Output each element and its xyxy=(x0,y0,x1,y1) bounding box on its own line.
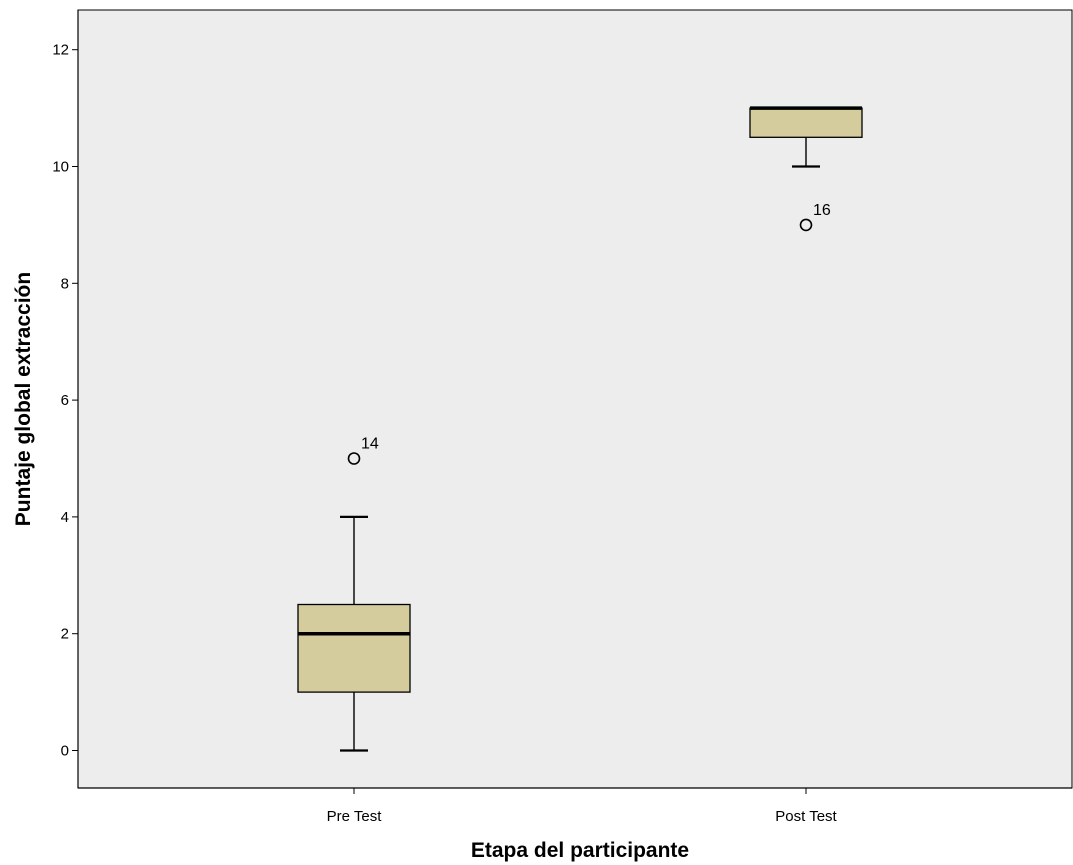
outlier-point xyxy=(799,218,813,232)
y-tick-label: 12 xyxy=(52,42,69,59)
x-tick-label: Pre Test xyxy=(327,808,383,825)
y-axis-title: Puntaje global extracción xyxy=(12,272,35,526)
outlier-label: 14 xyxy=(361,436,379,453)
y-tick-label: 10 xyxy=(52,159,69,176)
plot-background xyxy=(77,9,1073,789)
y-tick-label: 8 xyxy=(61,275,69,292)
outlier-point xyxy=(347,452,361,465)
y-tick-label: 2 xyxy=(61,626,69,643)
x-axis-title: Etapa del participante xyxy=(471,839,689,862)
box-post-test xyxy=(749,107,863,138)
outlier-label: 16 xyxy=(813,202,831,219)
x-tick-label: Post Test xyxy=(775,808,837,825)
box-pre-test xyxy=(297,603,411,693)
y-tick-label: 6 xyxy=(61,392,69,409)
y-tick-label: 4 xyxy=(61,509,69,526)
y-tick-label: 0 xyxy=(61,743,69,760)
